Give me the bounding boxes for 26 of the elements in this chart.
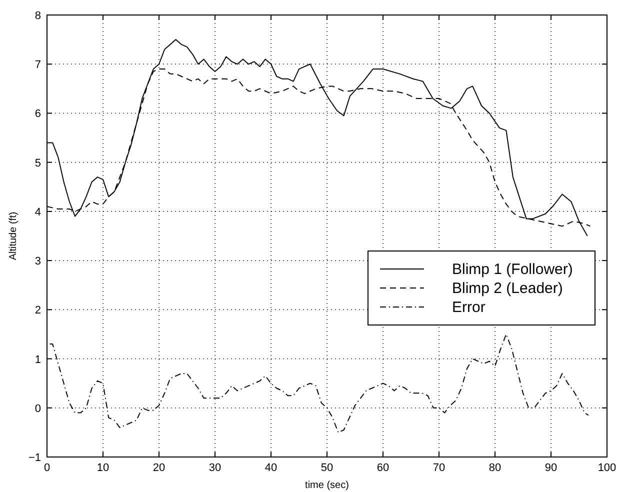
- y-tick-label: 8: [34, 10, 41, 22]
- y-axis-title: Altitude (ft): [8, 212, 19, 260]
- x-axis-title: time (sec): [305, 480, 349, 491]
- y-tick-label: 6: [34, 108, 41, 120]
- legend-label: Error: [452, 299, 486, 316]
- y-tick-label: 3: [34, 256, 41, 268]
- x-tick-label: 70: [432, 462, 446, 474]
- x-tick-label: 60: [376, 462, 390, 474]
- x-tick-label: 0: [44, 462, 50, 474]
- y-tick-label: 0: [34, 402, 41, 415]
- x-tick-label: 10: [96, 462, 110, 474]
- legend-label: Blimp 1 (Follower): [452, 261, 573, 278]
- y-tick-label: 1: [34, 354, 41, 366]
- x-tick-label: 40: [264, 462, 278, 474]
- y-tick-label: −1: [28, 452, 41, 464]
- y-tick-label: 7: [34, 59, 41, 72]
- x-tick-label: 20: [152, 462, 166, 474]
- legend-label: Blimp 2 (Leader): [452, 280, 563, 297]
- y-tick-label: 5: [34, 157, 41, 170]
- x-tick-label: 100: [598, 462, 616, 474]
- x-tick-label: 80: [488, 462, 502, 474]
- x-tick-label: 50: [320, 462, 334, 474]
- x-tick-label: 30: [208, 462, 222, 474]
- y-tick-label: 2: [34, 304, 41, 317]
- y-tick-label: 4: [34, 206, 41, 218]
- x-tick-label: 90: [544, 462, 558, 474]
